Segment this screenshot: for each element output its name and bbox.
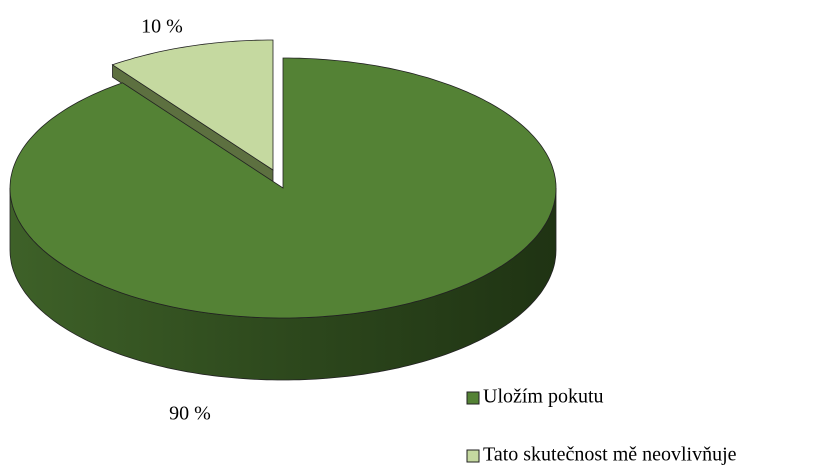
slice	[111, 39, 274, 171]
legend-label: Uložím pokutu	[483, 386, 604, 408]
data-label: 90 %	[169, 403, 211, 425]
legend-swatch	[466, 391, 480, 405]
slice	[9, 57, 557, 319]
legend-swatch	[466, 449, 480, 463]
data-label: 10 %	[141, 16, 183, 38]
legend-label: Tato skutečnost mě neovlivňuje	[483, 444, 737, 466]
